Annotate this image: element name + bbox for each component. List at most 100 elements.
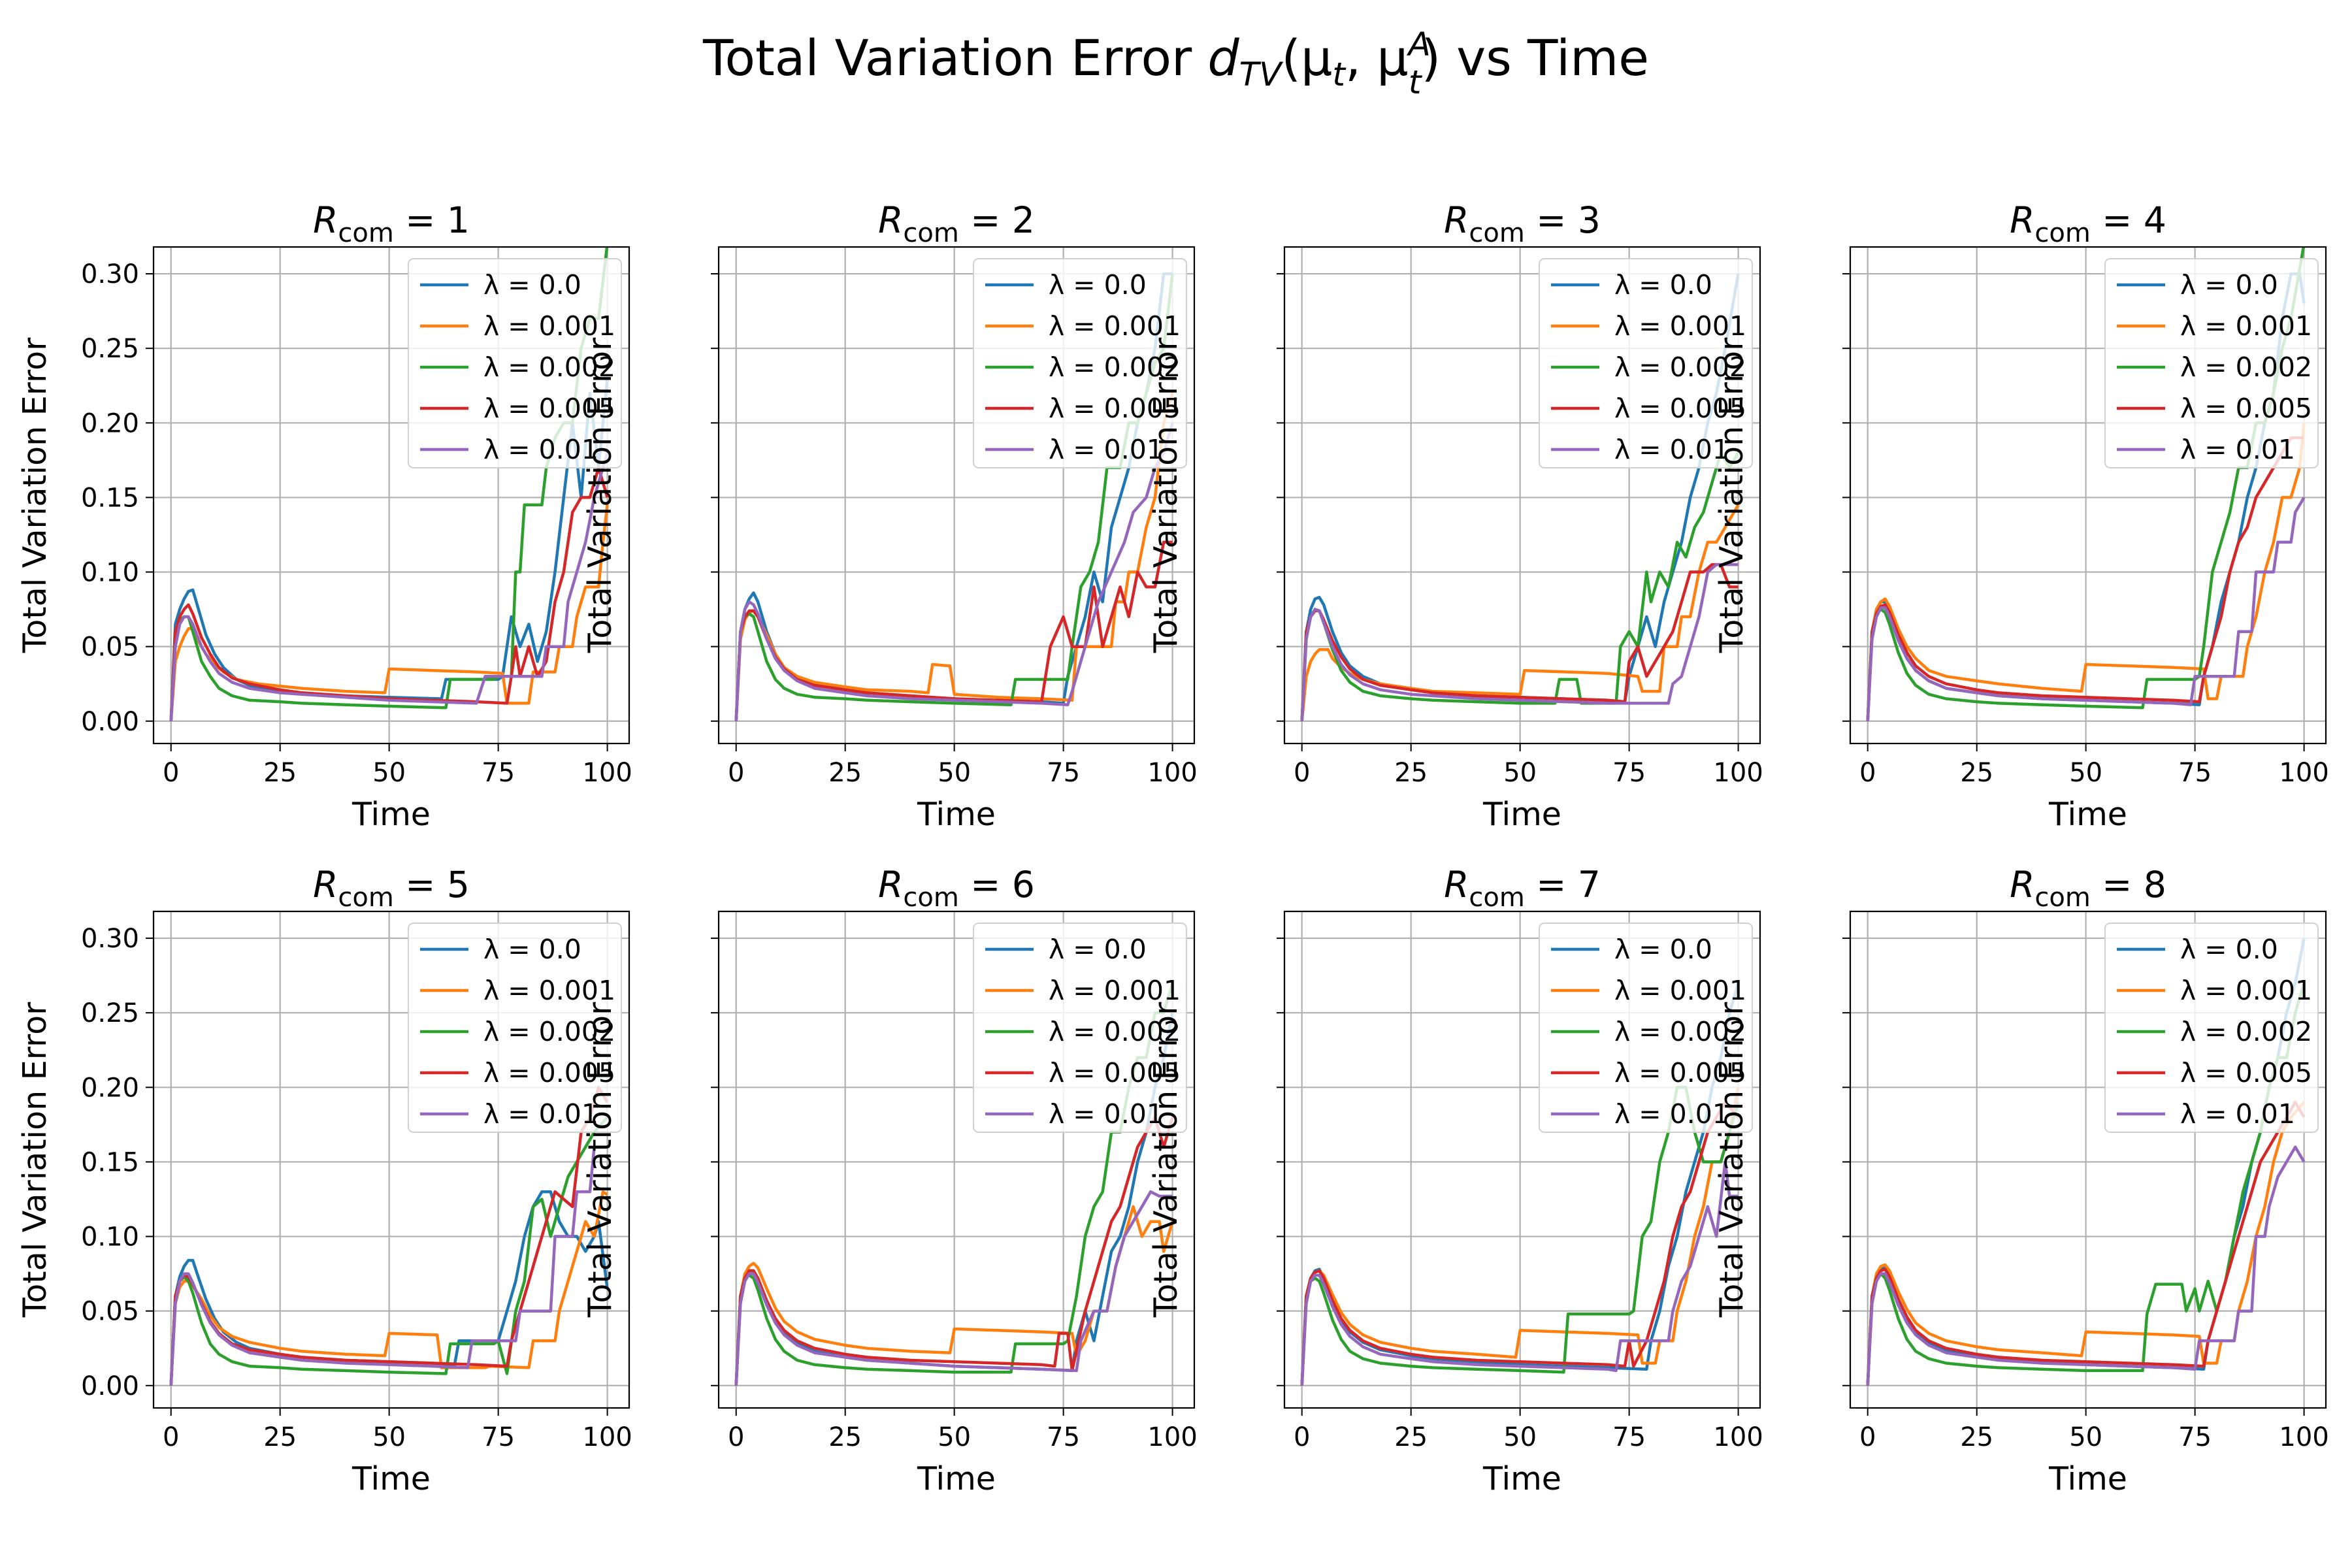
- x-tick-label: 50: [372, 1422, 406, 1452]
- y-axis-label: Total Variation Error: [1713, 1002, 1750, 1318]
- legend-label: λ = 0.01: [483, 1098, 598, 1130]
- axes-frame: [717, 246, 1196, 745]
- legend-label: λ = 0.002: [483, 1016, 615, 1047]
- panel-title-value: = 4: [2091, 199, 2166, 241]
- x-tick-label: 75: [1612, 1422, 1646, 1452]
- y-axis-label: Total Variation Error: [581, 1002, 619, 1318]
- panel-title-value: = 6: [959, 864, 1035, 906]
- series-line-0: [169, 378, 609, 721]
- panel-title: Rcom = 5: [313, 864, 470, 913]
- y-tick-label: 0.00: [81, 1371, 139, 1401]
- legend-label: λ = 0.005: [1614, 1057, 1746, 1088]
- x-tick-label: 50: [2069, 758, 2102, 788]
- figure-title: Total Variation Error dTV(μt, μA t) vs Ti…: [702, 25, 1649, 101]
- panel-title-main: R: [313, 864, 338, 906]
- legend-label: λ = 0.001: [2180, 310, 2312, 342]
- x-tick-label: 100: [1147, 1422, 1197, 1452]
- x-tick-label: 50: [372, 758, 406, 788]
- x-tick-label: 100: [2279, 1422, 2328, 1452]
- x-axis-label: Time: [917, 1460, 996, 1497]
- x-tick-label: 0: [1859, 758, 1876, 788]
- axes-frame: [1283, 910, 1761, 1409]
- legend-label: λ = 0.001: [483, 310, 615, 342]
- series-line-3: [734, 1115, 1174, 1386]
- y-tick-label: 0.30: [81, 259, 139, 289]
- axes-frame: [1283, 246, 1761, 745]
- axes-frame: [152, 246, 630, 745]
- x-tick-label: 50: [1503, 1422, 1537, 1452]
- legend-label: λ = 0.01: [1614, 1098, 1729, 1130]
- x-tick-label: 100: [2279, 758, 2328, 788]
- legend-label: λ = 0.01: [1049, 434, 1164, 465]
- y-tick-label: 0.20: [81, 1073, 139, 1103]
- panel-title: Rcom = 7: [1444, 864, 1601, 913]
- series-group: [734, 982, 1174, 1386]
- panel-title-sub: com: [338, 883, 393, 913]
- legend-label: λ = 0.005: [1049, 1057, 1181, 1088]
- legend-label: λ = 0.001: [1049, 975, 1181, 1006]
- axes-frame: [152, 910, 630, 1409]
- panel-title-sub: com: [1469, 883, 1524, 913]
- x-axis-label: Time: [351, 1460, 431, 1497]
- x-tick-label: 0: [163, 1422, 179, 1452]
- panel-rcom-4: 0 25 50 75 100 Time Total Variation Error Rcom …: [1713, 199, 2329, 833]
- x-tick-label: 75: [2178, 758, 2212, 788]
- panel-title-value: = 2: [959, 199, 1035, 241]
- series-line-4: [734, 422, 1174, 721]
- y-tick-label: 0.10: [81, 558, 139, 588]
- legend-label: λ = 0.001: [483, 975, 615, 1006]
- panel-title-sub: com: [903, 218, 958, 248]
- panel-title-sub: com: [2034, 883, 2090, 913]
- x-tick-label: 100: [582, 1422, 632, 1452]
- panel-rcom-8: 0 25 50 75 100 Time Total Variation Error Rcom …: [1713, 864, 2329, 1497]
- y-tick-label: 0.10: [81, 1222, 139, 1252]
- x-tick-label: 25: [828, 1422, 862, 1452]
- panel-title-sub: com: [1469, 218, 1524, 248]
- panel-title-main: R: [878, 864, 903, 906]
- x-tick-label: 25: [828, 758, 862, 788]
- legend-label: λ = 0.0: [1049, 934, 1147, 965]
- x-tick-label: 25: [1960, 1422, 1993, 1452]
- x-tick-label: 0: [1859, 1422, 1876, 1452]
- x-tick-label: 50: [938, 1422, 971, 1452]
- y-axis-label: Total Variation Error: [16, 337, 54, 653]
- x-tick-label: 100: [582, 758, 632, 788]
- axes-frame: [1849, 910, 2327, 1409]
- legend-label: λ = 0.005: [2180, 1057, 2312, 1088]
- legend-box: [973, 258, 1187, 468]
- x-tick-label: 25: [263, 1422, 297, 1452]
- panel-title-main: R: [313, 199, 338, 241]
- x-tick-label: 50: [1503, 758, 1537, 788]
- y-axis-label: Total Variation Error: [16, 1002, 54, 1318]
- legend-label: λ = 0.01: [1049, 1098, 1164, 1130]
- series-line-4: [1300, 563, 1739, 721]
- legend-label: λ = 0.0: [2180, 934, 2278, 965]
- panel-title-main: R: [878, 199, 903, 241]
- legend-label: λ = 0.0: [483, 269, 581, 301]
- x-tick-label: 100: [1713, 1422, 1763, 1452]
- legend-label: λ = 0.0: [1614, 269, 1712, 301]
- panel-title-main: R: [1444, 864, 1469, 906]
- legend-label: λ = 0.01: [2180, 434, 2295, 465]
- legend-label: λ = 0.0: [1049, 269, 1147, 301]
- legend-box: [2104, 258, 2319, 468]
- x-tick-label: 0: [728, 758, 744, 788]
- y-tick-label: 0.05: [81, 632, 139, 662]
- legend-label: λ = 0.0: [1614, 934, 1712, 965]
- panel-rcom-6: 0 25 50 75 100 Time Total Variation Error Rcom …: [581, 864, 1198, 1497]
- series-line-3: [1300, 1100, 1740, 1386]
- legend-label: λ = 0.005: [1614, 393, 1746, 424]
- panel-title-value: = 1: [394, 199, 470, 241]
- series-line-1: [1300, 504, 1740, 722]
- y-axis-label: Total Variation Error: [1147, 337, 1184, 653]
- axes-frame: [717, 910, 1196, 1409]
- legend-label: λ = 0.01: [483, 434, 598, 465]
- panel-title-value: = 5: [394, 864, 470, 906]
- panel-title: Rcom = 2: [878, 199, 1035, 248]
- series-line-2: [1866, 982, 2306, 1386]
- series-line-1: [734, 1205, 1174, 1386]
- series-line-4: [1866, 1145, 2306, 1386]
- x-axis-label: Time: [917, 796, 996, 833]
- x-tick-label: 50: [938, 758, 971, 788]
